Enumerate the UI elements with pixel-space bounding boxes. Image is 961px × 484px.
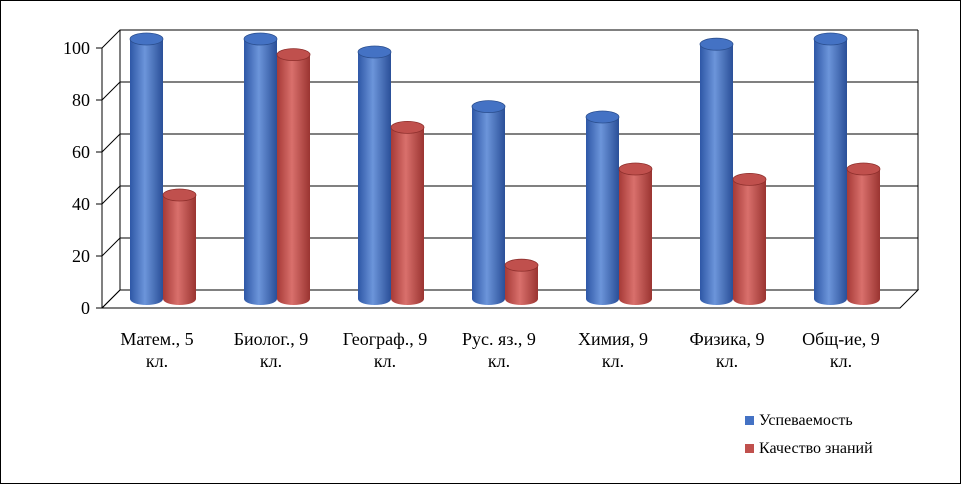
x-category-label: Физика, 9 кл. bbox=[689, 329, 764, 371]
bar-body bbox=[130, 39, 163, 305]
bar-top bbox=[618, 162, 653, 176]
y-tick-label: 20 bbox=[72, 246, 90, 266]
bar-kachestvo-5 bbox=[732, 172, 767, 305]
bar-top bbox=[162, 188, 197, 202]
bar-kachestvo-6 bbox=[846, 162, 881, 305]
bar-uspevaemost-5 bbox=[699, 37, 734, 305]
bar-top bbox=[585, 110, 620, 124]
category-labels: Матем., 5 кл. Биолог., 9 кл. Географ., 9 кл. Р… bbox=[120, 329, 879, 371]
gridline-80 bbox=[101, 81, 918, 101]
x-category-label: Химия, 9 кл. bbox=[578, 329, 648, 371]
bar-body bbox=[472, 106, 505, 305]
bar-uspevaemost-4 bbox=[585, 110, 620, 305]
bar-top bbox=[699, 37, 734, 51]
bar-body bbox=[586, 117, 619, 305]
bar-uspevaemost-0 bbox=[129, 32, 164, 305]
bar-kachestvo-2 bbox=[390, 121, 425, 306]
bar-top bbox=[357, 45, 392, 59]
x-category-label: Биолог., 9 кл. bbox=[234, 329, 309, 371]
bar-kachestvo-0 bbox=[162, 188, 197, 305]
bar-body bbox=[733, 179, 766, 305]
bar-top bbox=[504, 258, 539, 272]
gridline-60 bbox=[101, 133, 918, 153]
gridline-100 bbox=[101, 29, 918, 49]
bars bbox=[129, 32, 881, 306]
y-tick-label: 60 bbox=[72, 142, 90, 162]
gridline-20 bbox=[101, 237, 918, 257]
bar-kachestvo-3 bbox=[504, 258, 539, 305]
bar-uspevaemost-2 bbox=[357, 45, 392, 305]
bar-top bbox=[390, 121, 425, 134]
bar-body bbox=[505, 265, 538, 305]
bar-body bbox=[391, 127, 424, 306]
bar-body bbox=[847, 169, 880, 305]
y-tick-label: 0 bbox=[81, 298, 90, 318]
bar-uspevaemost-6 bbox=[813, 32, 848, 305]
bar-body bbox=[814, 39, 847, 305]
y-tick-label: 100 bbox=[63, 38, 90, 58]
bar-top bbox=[471, 100, 506, 113]
x-category-label: Географ., 9 кл. bbox=[343, 329, 428, 371]
gridline-40 bbox=[101, 185, 918, 205]
bar-top bbox=[732, 172, 767, 186]
bar-body bbox=[244, 39, 277, 305]
x-category-label: Общ-ие, 9 кл. bbox=[802, 329, 880, 371]
legend-label-0: Успеваемость bbox=[759, 412, 853, 429]
bar-body bbox=[163, 195, 196, 305]
bar-body bbox=[358, 52, 391, 305]
bar-uspevaemost-1 bbox=[243, 32, 278, 305]
x-category-label: Матем., 5 кл. bbox=[120, 329, 193, 371]
legend-swatch-0 bbox=[745, 416, 754, 425]
bar-top bbox=[276, 48, 311, 61]
bar-body bbox=[277, 54, 310, 305]
legend: Успеваемость Качество знаний bbox=[745, 412, 873, 457]
bar-top bbox=[129, 32, 164, 46]
y-tick-label: 80 bbox=[72, 90, 90, 110]
bar-kachestvo-4 bbox=[618, 162, 653, 305]
legend-label-1: Качество знаний bbox=[759, 440, 873, 457]
y-tick-label: 40 bbox=[72, 194, 90, 214]
axes bbox=[101, 30, 121, 308]
bar-top bbox=[243, 32, 278, 46]
bar-top bbox=[846, 162, 881, 176]
bar-uspevaemost-3 bbox=[471, 100, 506, 305]
x-category-label: Рус. яз., 9 кл. bbox=[462, 329, 536, 371]
legend-swatch-1 bbox=[745, 444, 754, 453]
bar-body bbox=[619, 169, 652, 305]
bar-kachestvo-1 bbox=[276, 48, 311, 305]
bar-body bbox=[700, 44, 733, 305]
bar-top bbox=[813, 32, 848, 46]
y-tick-labels: 0 20 40 60 80 100 bbox=[63, 38, 102, 318]
